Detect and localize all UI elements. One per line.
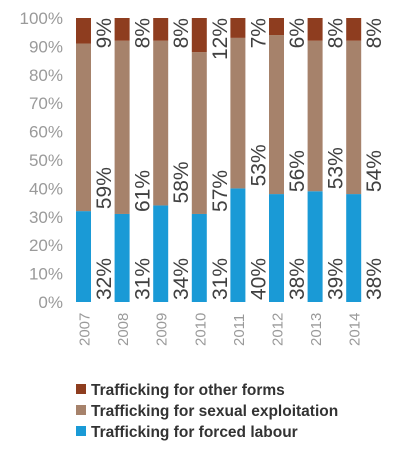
x-tick-label: 2007 bbox=[77, 313, 94, 346]
bar-segment bbox=[114, 213, 130, 302]
data-label: 7% bbox=[247, 18, 270, 48]
bar-segment bbox=[307, 18, 323, 41]
data-label: 38% bbox=[286, 258, 309, 300]
x-tick-label: 2013 bbox=[308, 313, 325, 346]
bar-segment bbox=[230, 37, 246, 189]
data-label: 39% bbox=[325, 258, 348, 300]
y-tick-label: 20% bbox=[29, 236, 63, 255]
bar-segment bbox=[153, 18, 169, 41]
data-label: 31% bbox=[209, 258, 232, 300]
x-tick-label: 2011 bbox=[231, 314, 248, 346]
data-label: 54% bbox=[363, 150, 386, 192]
y-tick-label: 30% bbox=[29, 208, 63, 227]
data-label: 8% bbox=[170, 18, 193, 48]
y-tick-label: 90% bbox=[29, 37, 63, 56]
y-tick-label: 0% bbox=[38, 293, 63, 312]
bar-segment bbox=[230, 18, 246, 38]
data-label: 6% bbox=[286, 18, 309, 48]
bar-segment bbox=[307, 191, 323, 302]
bar-segment bbox=[269, 194, 284, 302]
data-label: 56% bbox=[286, 150, 309, 192]
x-tick-label: 2010 bbox=[192, 313, 209, 346]
y-tick-label: 70% bbox=[29, 94, 63, 113]
data-label: 8% bbox=[132, 18, 155, 48]
bar-segment bbox=[269, 35, 284, 195]
data-label: 61% bbox=[132, 170, 155, 212]
data-label: 8% bbox=[325, 18, 348, 48]
bar-segment bbox=[346, 18, 362, 41]
data-label: 58% bbox=[170, 161, 193, 203]
bar-segment bbox=[153, 205, 169, 302]
data-label: 57% bbox=[209, 170, 232, 212]
legend-swatch bbox=[76, 384, 86, 394]
data-label: 12% bbox=[209, 18, 232, 60]
data-label: 9% bbox=[93, 18, 116, 48]
x-tick-label: 2014 bbox=[347, 313, 364, 346]
bar-segment bbox=[76, 18, 91, 44]
data-label: 38% bbox=[363, 258, 386, 300]
legend-swatch bbox=[76, 426, 86, 436]
data-label: 8% bbox=[363, 18, 386, 48]
bar-segment bbox=[307, 40, 323, 192]
legend-label: Trafficking for sexual exploitation bbox=[91, 403, 338, 420]
legend-swatch bbox=[76, 405, 86, 415]
data-label: 53% bbox=[247, 144, 270, 186]
bar-segment bbox=[153, 40, 169, 206]
y-tick-label: 40% bbox=[29, 179, 63, 198]
data-label: 59% bbox=[93, 167, 116, 209]
bar-segment bbox=[269, 18, 284, 36]
legend-label: Trafficking for forced labour bbox=[91, 424, 298, 441]
data-label: 32% bbox=[93, 258, 116, 300]
data-label: 53% bbox=[325, 147, 348, 189]
data-label: 40% bbox=[247, 258, 270, 300]
legend-label: Trafficking for other forms bbox=[91, 382, 285, 399]
bar-segment bbox=[230, 188, 246, 302]
bar-segment bbox=[114, 40, 130, 214]
bar-segment bbox=[346, 194, 362, 302]
bar-segment bbox=[191, 52, 207, 214]
y-tick-label: 100% bbox=[20, 9, 63, 28]
y-tick-label: 10% bbox=[29, 265, 63, 284]
bar-segment bbox=[76, 43, 91, 212]
bar-segment bbox=[191, 18, 207, 53]
data-label: 31% bbox=[132, 258, 155, 300]
bar-segment bbox=[346, 40, 362, 195]
y-tick-label: 80% bbox=[29, 66, 63, 85]
y-tick-label: 60% bbox=[29, 123, 63, 142]
bar-segment bbox=[191, 213, 207, 302]
data-label: 34% bbox=[170, 258, 193, 300]
x-tick-label: 2009 bbox=[154, 313, 171, 346]
bar-segment bbox=[114, 18, 130, 41]
x-tick-label: 2008 bbox=[115, 313, 132, 346]
x-tick-label: 2012 bbox=[270, 313, 287, 346]
bar-segment bbox=[76, 211, 91, 302]
y-tick-label: 50% bbox=[29, 151, 63, 170]
